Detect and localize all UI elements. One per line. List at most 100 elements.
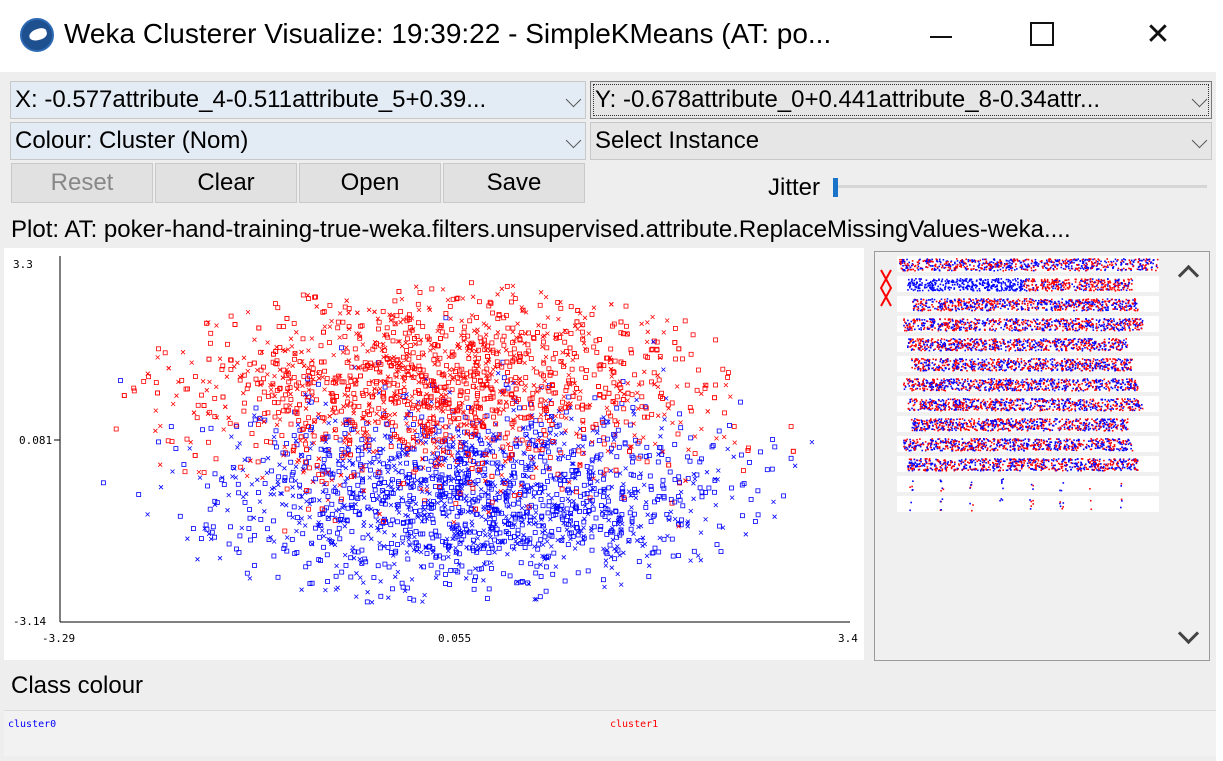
scatter-point xyxy=(561,555,567,560)
scatter-point xyxy=(589,526,594,531)
scatter-point xyxy=(253,376,259,382)
clear-button[interactable]: Clear xyxy=(155,163,297,203)
scatter-point xyxy=(284,316,290,321)
attribute-bar-point xyxy=(962,260,965,263)
scatter-point xyxy=(300,391,306,397)
jitter-slider-thumb[interactable] xyxy=(833,178,838,197)
scatter-point xyxy=(404,336,410,342)
close-icon[interactable]: ✕ xyxy=(1145,17,1171,51)
instance-select[interactable]: Select Instance xyxy=(590,122,1212,160)
scatter-point xyxy=(356,512,362,518)
attribute-bar-point xyxy=(1048,260,1050,262)
scatter-point xyxy=(483,472,488,477)
scatter-point xyxy=(434,445,439,450)
title-bar[interactable]: Weka Clusterer Visualize: 19:39:22 - Sim… xyxy=(0,0,1223,72)
jitter-slider[interactable] xyxy=(835,185,1207,188)
scatter-point xyxy=(694,472,700,478)
attribute-bar-point xyxy=(1143,267,1146,269)
attribute-bar-point xyxy=(1107,266,1109,268)
scatter-point xyxy=(520,539,526,545)
scatter-point xyxy=(577,311,583,316)
attribute-bar-point xyxy=(918,262,921,265)
attribute-bar-point xyxy=(1052,282,1054,284)
attribute-bar-point xyxy=(972,260,975,263)
scatter-plot[interactable]: 3.3 0.081 -3.14 -3.29 0.055 3.4 xyxy=(4,248,864,660)
scatter-point xyxy=(575,570,581,576)
reset-button[interactable]: Reset xyxy=(11,163,153,203)
scatter-point xyxy=(525,509,530,515)
scatter-point xyxy=(412,416,417,422)
attribute-bar-point xyxy=(1026,284,1028,287)
scatter-point xyxy=(696,367,701,373)
scatter-point xyxy=(670,420,675,426)
scatter-point xyxy=(475,390,481,396)
attribute-bar-point xyxy=(1112,266,1115,268)
scatter-point xyxy=(755,488,761,494)
scatter-point xyxy=(465,389,471,394)
maximize-icon[interactable] xyxy=(1022,14,1062,54)
scatter-point xyxy=(455,342,461,347)
attribute-bar-point xyxy=(1084,266,1086,269)
attribute-bar-point xyxy=(1103,285,1106,287)
scatter-point xyxy=(544,464,549,470)
attribute-bar-point xyxy=(1078,287,1081,289)
scatter-point xyxy=(375,509,381,514)
scatter-point xyxy=(500,444,506,450)
scatter-point xyxy=(540,553,545,559)
attribute-bar-point xyxy=(1024,259,1027,261)
colour-select[interactable]: Colour: Cluster (Nom) xyxy=(10,122,586,160)
scatter-point xyxy=(477,437,483,443)
open-button[interactable]: Open xyxy=(299,163,441,203)
scatter-point xyxy=(322,368,328,374)
scatter-point xyxy=(599,417,605,423)
scatter-point xyxy=(515,321,520,326)
scatter-point xyxy=(570,474,576,479)
attribute-bars-panel[interactable] xyxy=(874,251,1210,661)
scatter-plot-canvas[interactable]: 3.3 0.081 -3.14 -3.29 0.055 3.4 xyxy=(4,248,864,660)
attribute-bar-point xyxy=(1095,288,1097,290)
attribute-bar-point xyxy=(1053,261,1055,264)
attribute-bar-point xyxy=(1095,285,1098,287)
scatter-point xyxy=(705,409,711,414)
scatter-point xyxy=(391,463,397,469)
scatter-point xyxy=(555,455,561,460)
scatter-point xyxy=(661,536,667,542)
attribute-bar-point xyxy=(1042,267,1044,269)
attribute-bar-point xyxy=(916,281,918,283)
scatter-point xyxy=(446,450,452,456)
scatter-point xyxy=(522,388,527,393)
scatter-point xyxy=(497,530,503,536)
scatter-point xyxy=(553,351,558,356)
attribute-bar-point xyxy=(1019,262,1022,264)
scatter-point xyxy=(440,447,446,453)
scatter-point xyxy=(416,372,421,377)
scatter-point xyxy=(392,400,398,406)
attribute-bar-point xyxy=(910,268,913,271)
scatter-point xyxy=(494,462,500,467)
scatter-point xyxy=(622,441,628,447)
scatter-point xyxy=(226,492,231,498)
scatter-point xyxy=(657,445,662,451)
attribute-bar-point xyxy=(992,262,995,264)
scatter-point xyxy=(317,498,322,503)
attribute-bar-point xyxy=(1014,269,1016,271)
scatter-point xyxy=(593,515,599,521)
x-axis-select[interactable]: X: -0.577attribute_4-0.511attribute_5+0.… xyxy=(10,81,586,119)
scatter-point xyxy=(582,509,588,515)
scatter-point xyxy=(644,459,650,465)
scatter-point xyxy=(371,575,377,581)
scatter-point xyxy=(272,301,278,306)
scatter-point xyxy=(618,319,624,325)
y-axis-select[interactable]: Y: -0.678attribute_0+0.441attribute_8-0.… xyxy=(590,81,1212,119)
scatter-point xyxy=(443,581,448,586)
scatter-point xyxy=(522,451,527,457)
scatter-point xyxy=(395,519,400,525)
minimize-icon[interactable] xyxy=(921,14,961,54)
scatter-point xyxy=(525,352,530,357)
scatter-point xyxy=(652,441,658,447)
save-button[interactable]: Save xyxy=(443,163,585,203)
attribute-bars[interactable] xyxy=(883,254,1163,514)
attribute-bar-point xyxy=(906,267,908,269)
scatter-point xyxy=(156,346,161,352)
scatter-point xyxy=(236,490,242,496)
